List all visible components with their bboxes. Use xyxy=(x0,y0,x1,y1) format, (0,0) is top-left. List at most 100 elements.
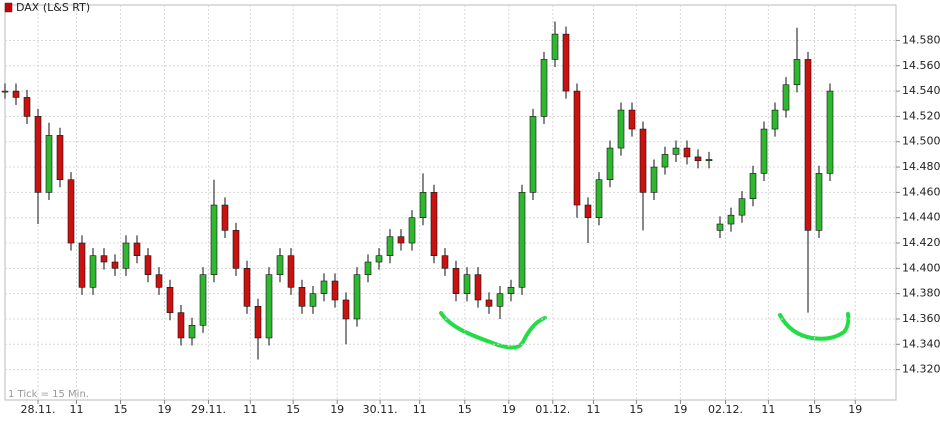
candle-body xyxy=(474,274,482,301)
candle-body xyxy=(628,109,636,130)
candle-body xyxy=(34,116,42,193)
x-tick-label: 11 xyxy=(587,403,601,416)
x-tick-label: 15 xyxy=(808,403,822,416)
candle-body xyxy=(430,192,438,256)
candle-body xyxy=(254,306,262,339)
candle-body xyxy=(309,293,317,307)
candle-body xyxy=(265,274,273,339)
y-tick-label: 14.440 xyxy=(902,211,940,224)
candle-body xyxy=(617,109,625,149)
y-tick-label: 14.520 xyxy=(902,109,940,122)
candle-body xyxy=(738,198,746,216)
candle-body xyxy=(452,268,460,294)
candle-body xyxy=(782,84,790,111)
candle-body xyxy=(386,236,394,256)
candle-body xyxy=(661,154,669,168)
x-tick-label: 15 xyxy=(286,403,300,416)
candle-body xyxy=(320,280,328,294)
x-tick-label: 02.12. xyxy=(708,403,743,416)
candle-body xyxy=(287,255,295,288)
candle-body xyxy=(331,280,339,301)
y-tick-label: 14.400 xyxy=(902,261,940,274)
x-tick-label: 19 xyxy=(848,403,862,416)
y-tick-label: 14.540 xyxy=(902,84,940,97)
candle-body xyxy=(793,59,801,86)
candle-body xyxy=(804,59,812,231)
candle-body xyxy=(716,223,724,231)
x-tick-label: 01.12. xyxy=(535,403,570,416)
candle-body xyxy=(507,287,515,294)
candle-body xyxy=(177,312,185,339)
candle-body xyxy=(419,192,427,218)
legend-swatch xyxy=(4,2,13,13)
candle-body xyxy=(650,166,658,193)
candle-body xyxy=(518,192,526,288)
chart-title: DAX (L&S RT) xyxy=(16,1,90,14)
x-tick-label: 11 xyxy=(243,403,257,416)
candle-body xyxy=(111,261,119,269)
annotation-curve xyxy=(778,312,851,341)
y-tick-label: 14.420 xyxy=(902,236,940,249)
candle-body xyxy=(529,116,537,193)
y-tick-label: 14.340 xyxy=(902,337,940,350)
candle-body xyxy=(342,299,350,320)
candle-body xyxy=(540,59,548,117)
candle-body xyxy=(408,217,416,244)
candle-body xyxy=(562,33,570,92)
candle-body xyxy=(133,242,141,256)
candle-body xyxy=(672,147,680,155)
candle-body xyxy=(122,242,130,269)
candle-body xyxy=(694,156,702,162)
candle-body xyxy=(639,128,647,193)
candle-body xyxy=(353,274,361,320)
candle-body xyxy=(485,299,493,307)
x-tick-label: 29.11. xyxy=(191,403,226,416)
candle-body xyxy=(595,179,603,218)
x-tick-label: 15 xyxy=(114,403,128,416)
candle-body xyxy=(155,274,163,288)
candle-body xyxy=(683,147,691,158)
candle-body xyxy=(45,135,53,193)
candle-body xyxy=(144,255,152,275)
candle-body xyxy=(496,293,504,307)
candle-body xyxy=(771,109,779,130)
candle-body xyxy=(364,261,372,275)
plot-area xyxy=(4,4,897,401)
x-tick-label: 11 xyxy=(413,403,427,416)
candle-body xyxy=(760,128,768,174)
candle-body xyxy=(210,204,218,275)
candle-body xyxy=(573,90,581,206)
candle-body xyxy=(441,255,449,269)
y-tick-label: 14.500 xyxy=(902,135,940,148)
x-tick-label: 15 xyxy=(458,403,472,416)
y-tick-label: 14.580 xyxy=(902,33,940,46)
x-tick-label: 19 xyxy=(673,403,687,416)
candle-body xyxy=(584,204,592,218)
candle-body xyxy=(397,236,405,244)
candle-body xyxy=(606,147,614,181)
y-tick-label: 14.460 xyxy=(902,185,940,198)
candle-body xyxy=(375,255,383,263)
candle-body xyxy=(56,135,64,181)
candle-body xyxy=(12,90,20,98)
candle-body xyxy=(551,33,559,60)
candle-body xyxy=(100,255,108,263)
candle-body xyxy=(727,214,735,225)
candle-body xyxy=(23,97,31,117)
y-tick-label: 14.320 xyxy=(902,363,940,376)
candle-body xyxy=(463,274,471,294)
y-tick-label: 14.480 xyxy=(902,160,940,173)
candle-body xyxy=(221,204,229,231)
candle-body xyxy=(1,90,9,93)
x-tick-label: 19 xyxy=(330,403,344,416)
annotation-curve xyxy=(439,311,547,350)
candle-body xyxy=(705,159,713,162)
candle-body xyxy=(199,274,207,326)
x-tick-label: 19 xyxy=(158,403,172,416)
x-tick-label: 28.11. xyxy=(21,403,56,416)
footnote: 1 Tick = 15 Min. xyxy=(8,389,89,400)
x-tick-label: 19 xyxy=(502,403,516,416)
y-tick-label: 14.360 xyxy=(902,312,940,325)
y-tick-label: 14.380 xyxy=(902,287,940,300)
